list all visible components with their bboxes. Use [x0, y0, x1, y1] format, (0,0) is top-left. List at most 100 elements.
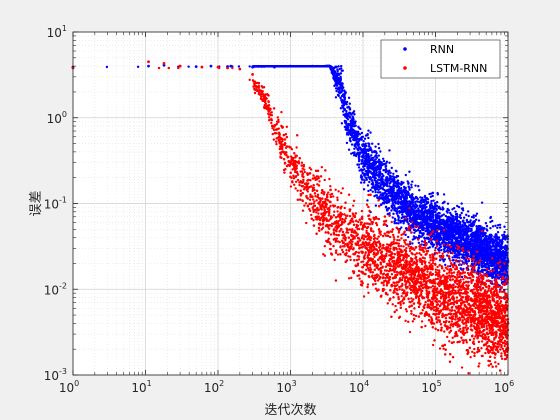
data-point: [374, 204, 378, 207]
data-point: [343, 93, 346, 96]
data-point: [353, 144, 357, 148]
data-point: [460, 211, 463, 215]
data-point: [359, 176, 363, 179]
data-point: [448, 249, 452, 253]
data-point: [402, 185, 406, 189]
data-point: [397, 215, 400, 218]
data-point: [358, 127, 361, 130]
data-point: [496, 242, 500, 246]
data-point: [353, 147, 356, 150]
data-point: [446, 248, 449, 251]
data-point: [385, 169, 389, 173]
data-point: [438, 235, 442, 238]
data-point: [374, 158, 377, 161]
data-point: [362, 188, 366, 191]
data-point: [429, 219, 433, 223]
data-point: [363, 181, 366, 184]
data-point: [438, 212, 441, 215]
data-point: [426, 229, 430, 232]
data-point: [359, 181, 363, 184]
data-point: [447, 209, 451, 212]
data-point: [376, 196, 379, 199]
data-point: [430, 202, 433, 205]
data-point: [480, 252, 484, 255]
data-point: [347, 133, 350, 136]
data-point: [358, 137, 361, 141]
data-point: [355, 137, 359, 140]
data-point: [400, 216, 403, 220]
data-point: [344, 102, 348, 105]
data-point: [422, 221, 425, 224]
data-point: [367, 189, 370, 193]
data-point: [452, 227, 455, 231]
data-point: [348, 137, 352, 140]
data-point: [435, 207, 438, 211]
data-point: [421, 226, 424, 229]
data-point: [345, 109, 348, 113]
data-point: [406, 209, 409, 212]
data-point: [339, 107, 343, 110]
data-point: [425, 236, 429, 240]
data-point: [412, 235, 416, 238]
data-point: [361, 144, 364, 148]
data-point: [474, 214, 478, 217]
data-point: [382, 202, 386, 205]
data-point: [407, 235, 410, 239]
data-point: [377, 142, 380, 146]
data-point: [447, 234, 450, 237]
data-point: [480, 269, 483, 273]
data-point: [478, 250, 481, 253]
data-point: [397, 189, 400, 192]
data-point: [209, 64, 213, 68]
data-point: [458, 223, 462, 226]
data-point: [271, 65, 274, 68]
data-point: [363, 179, 366, 182]
data-point: [350, 136, 354, 139]
data-point: [421, 233, 424, 237]
data-point: [187, 65, 190, 68]
data-point: [470, 227, 473, 231]
data-point: [496, 226, 499, 229]
data-point: [491, 219, 494, 223]
data-point: [491, 274, 494, 277]
data-point: [455, 217, 459, 221]
data-point: [416, 197, 419, 201]
data-point: [485, 253, 488, 256]
data-point: [357, 153, 360, 157]
data-point: [419, 235, 422, 238]
data-point: [484, 265, 487, 269]
data-point: [339, 64, 343, 68]
data-point: [404, 173, 408, 177]
data-point: [501, 234, 504, 237]
data-point: [466, 243, 469, 246]
data-point: [348, 108, 352, 111]
data-point: [475, 225, 478, 228]
data-point: [489, 239, 493, 243]
data-point: [400, 180, 403, 184]
data-point: [375, 186, 379, 189]
data-point: [434, 236, 438, 239]
data-point: [360, 178, 364, 181]
data-point: [368, 180, 371, 184]
data-point: [443, 219, 446, 223]
data-point: [460, 238, 463, 242]
data-point: [392, 181, 396, 184]
data-point: [436, 248, 440, 251]
data-point: [277, 65, 280, 68]
data-point: [451, 208, 454, 211]
data-point: [375, 168, 378, 171]
data-point: [346, 106, 349, 109]
data-point: [384, 162, 387, 165]
grid: [72, 31, 509, 376]
data-point: [360, 169, 364, 172]
data-point: [488, 261, 491, 265]
data-point: [431, 219, 435, 222]
data-point: [411, 242, 414, 245]
data-point: [447, 229, 451, 232]
data-point: [498, 271, 502, 274]
data-point: [417, 207, 420, 210]
data-point: [407, 222, 410, 226]
data-point: [396, 182, 399, 186]
data-point: [315, 64, 318, 68]
data-point: [367, 136, 370, 140]
